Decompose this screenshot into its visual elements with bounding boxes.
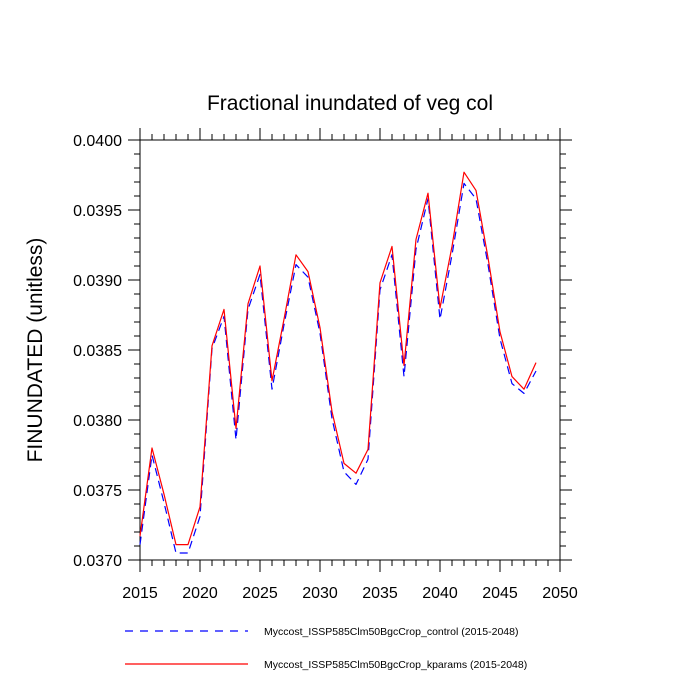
chart-title: Fractional inundated of veg col bbox=[207, 92, 493, 115]
plot-frame bbox=[139, 139, 561, 561]
x-tick-label: 2045 bbox=[482, 585, 518, 602]
y-tick-label: 0.0385 bbox=[73, 343, 122, 360]
legend-label-control: Myccost_ISSP585Clm50BgcCrop_control (201… bbox=[264, 626, 518, 638]
series-layer bbox=[139, 171, 537, 554]
legend: Myccost_ISSP585Clm50BgcCrop_control (201… bbox=[125, 626, 527, 671]
axis-ticks: 2015 2020 2025 2030 2035 2040 2045 2050 0.0370 0.… bbox=[73, 128, 578, 602]
y-tick-label: 0.0375 bbox=[73, 483, 122, 500]
legend-label-kparams: Myccost_ISSP585Clm50BgcCrop_kparams (201… bbox=[264, 659, 527, 671]
x-tick-label: 2040 bbox=[422, 585, 458, 602]
x-tick-label: 2025 bbox=[242, 585, 278, 602]
series-line-control bbox=[139, 182, 537, 554]
y-tick-label: 0.0390 bbox=[73, 273, 122, 290]
y-tick-label: 0.0380 bbox=[73, 413, 122, 430]
x-tick-label: 2020 bbox=[182, 585, 218, 602]
y-tick-label: 0.0370 bbox=[73, 553, 122, 570]
x-tick-label: 2030 bbox=[302, 585, 338, 602]
y-tick-label: 0.0400 bbox=[73, 133, 122, 150]
y-axis-label: FINUNDATED (unitless) bbox=[24, 238, 47, 463]
x-tick-label: 2035 bbox=[362, 585, 398, 602]
x-tick-label: 2015 bbox=[122, 585, 158, 602]
x-tick-label: 2050 bbox=[542, 585, 578, 602]
series-line-kparams bbox=[139, 171, 537, 546]
y-tick-label: 0.0395 bbox=[73, 203, 122, 220]
